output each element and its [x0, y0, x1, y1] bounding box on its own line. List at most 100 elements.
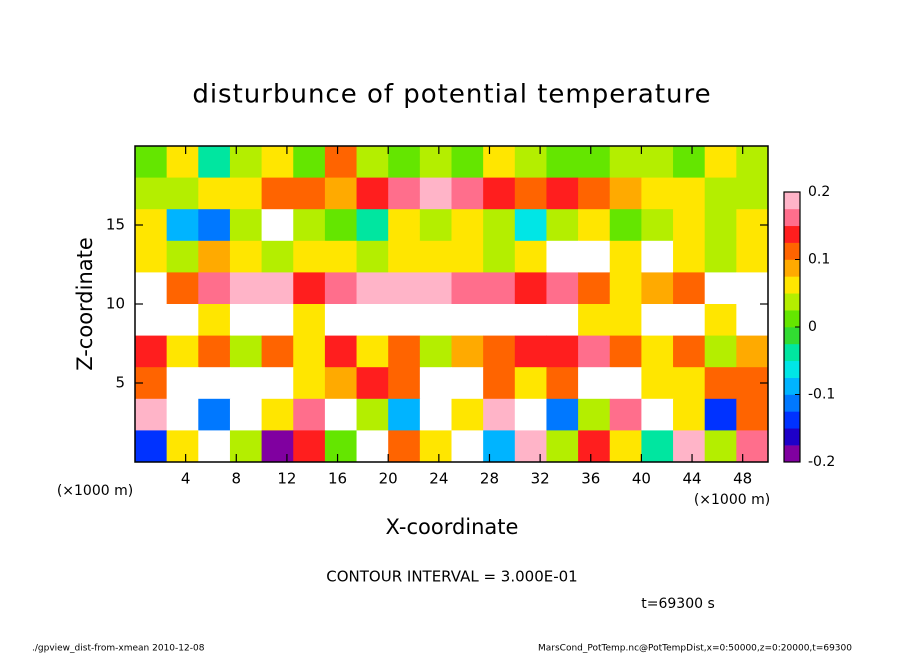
- heat-cell: [198, 335, 231, 368]
- heat-cell: [673, 209, 706, 242]
- heat-cell: [578, 177, 611, 210]
- heat-cell: [483, 177, 516, 210]
- heat-cell: [388, 146, 421, 179]
- heat-cell: [546, 146, 579, 179]
- heat-cell: [704, 430, 737, 463]
- heat-cell: [578, 240, 611, 273]
- heat-cell: [229, 367, 263, 400]
- heat-cell: [609, 430, 642, 463]
- heat-cell: [419, 430, 452, 463]
- heat-cell: [419, 335, 452, 368]
- heat-cell: [135, 335, 168, 368]
- heat-cell: [229, 398, 263, 431]
- heat-cell: [736, 304, 769, 337]
- heat-cell: [356, 430, 389, 463]
- x-tick-label: 32: [531, 470, 550, 488]
- colorbar-tick-label: 0.2: [808, 184, 830, 200]
- heat-cell: [609, 272, 642, 305]
- heat-cell: [356, 367, 389, 400]
- heat-cell: [356, 209, 389, 242]
- heat-cell: [261, 177, 294, 210]
- heat-cell: [673, 240, 706, 273]
- heat-cell: [546, 430, 579, 463]
- heat-cell: [229, 430, 263, 463]
- heat-cell: [451, 272, 484, 305]
- heat-cell: [514, 209, 547, 242]
- heat-cell: [166, 430, 199, 463]
- heat-cell: [483, 146, 516, 179]
- heat-cell: [166, 398, 199, 431]
- heat-cell: [736, 272, 769, 305]
- heat-cell: [736, 430, 769, 463]
- heat-cell: [451, 240, 484, 273]
- heat-cell: [261, 272, 294, 305]
- heat-cell: [356, 272, 389, 305]
- heat-cell: [324, 335, 358, 368]
- heat-cell: [388, 177, 421, 210]
- heat-cell: [673, 367, 706, 400]
- colorbar-segment: [784, 242, 800, 260]
- heat-cell: [673, 146, 706, 179]
- colorbar-tick-label: -0.1: [808, 387, 835, 403]
- heat-cell: [261, 209, 294, 242]
- heat-cell: [736, 240, 769, 273]
- heat-cell: [736, 398, 769, 431]
- heat-cell: [546, 177, 579, 210]
- heat-cell: [514, 272, 547, 305]
- colorbar-segment: [784, 394, 800, 412]
- heat-cell: [641, 272, 674, 305]
- heat-cell: [229, 177, 263, 210]
- heat-cell: [261, 430, 294, 463]
- colorbar-segment: [784, 293, 800, 311]
- y-unit: (×1000 m): [57, 483, 133, 499]
- heat-cell: [546, 272, 579, 305]
- heat-cell: [261, 146, 294, 179]
- colorbar-segment: [784, 343, 800, 362]
- x-tick-label: 12: [277, 470, 296, 488]
- heat-cell: [388, 430, 421, 463]
- heat-cell: [609, 304, 642, 337]
- heat-cell: [641, 367, 674, 400]
- heat-cell: [419, 146, 452, 179]
- heat-cell: [673, 177, 706, 210]
- x-tick-label: 16: [328, 470, 347, 488]
- x-tick-label: 44: [682, 470, 701, 488]
- heat-cell: [641, 240, 674, 273]
- heat-cell: [483, 209, 516, 242]
- heat-cell: [324, 146, 358, 179]
- x-tick-label: 20: [379, 470, 398, 488]
- heat-cell: [135, 146, 168, 179]
- heat-cell: [419, 272, 452, 305]
- heat-cell: [546, 240, 579, 273]
- heat-cell: [166, 304, 199, 337]
- colorbar-segment: [784, 445, 800, 463]
- heat-cell: [293, 177, 326, 210]
- heat-cell: [166, 367, 199, 400]
- heat-cell: [483, 430, 516, 463]
- heat-cell: [546, 335, 579, 368]
- heat-cell: [293, 146, 326, 179]
- heat-cell: [388, 335, 421, 368]
- heat-cell: [704, 146, 737, 179]
- heat-cell: [293, 335, 326, 368]
- heat-cell: [609, 209, 642, 242]
- heat-cell: [641, 304, 674, 337]
- y-axis-label: Z-coordinate: [73, 237, 97, 371]
- heat-cell: [261, 335, 294, 368]
- x-tick-label: 36: [581, 470, 600, 488]
- heat-cell: [673, 430, 706, 463]
- heat-cell: [229, 146, 263, 179]
- heat-cell: [261, 367, 294, 400]
- heat-cell: [388, 398, 421, 431]
- y-tick-label: 10: [106, 295, 125, 313]
- heat-cell: [483, 398, 516, 431]
- heat-cell: [166, 177, 199, 210]
- heat-cell: [198, 209, 231, 242]
- heat-cell: [514, 146, 547, 179]
- heat-cell: [514, 304, 547, 337]
- y-tick-label: 15: [106, 216, 125, 234]
- x-tick-label: 48: [733, 470, 752, 488]
- footer-left: ./gpview_dist-from-xmean 2010-12-08: [32, 644, 205, 654]
- heat-cell: [546, 209, 579, 242]
- heat-cell: [641, 430, 674, 463]
